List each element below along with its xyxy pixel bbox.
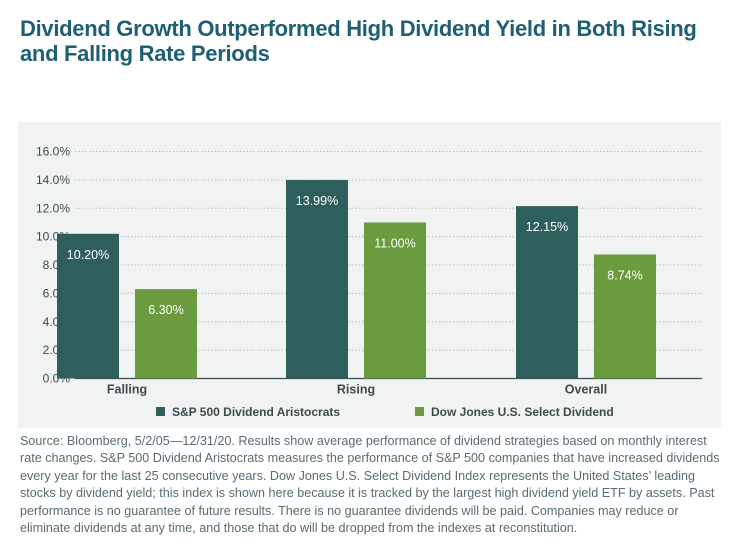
data-label: 8.74% [607,269,642,283]
legend-label: S&P 500 Dividend Aristocrats [172,405,340,419]
y-tick-label: 12.0% [36,201,70,215]
legend-swatch [156,407,165,416]
chart-title: Dividend Growth Outperformed High Divide… [20,16,697,66]
y-tick-label: 16.0% [36,145,70,159]
chart-panel: 0.0% 2.0% 4.0% 6.0% 8.0% 10.0% 12.0% 14.0% 16.0%… [18,122,721,428]
x-category-label: Overall [565,383,607,397]
legend-swatch [415,407,424,416]
x-category-label: Rising [337,383,375,397]
bar-chart: 0.0%2.0%4.0%6.0%8.0%10.0%12.0%14.0%16.0%… [36,145,702,419]
legend-label: Dow Jones U.S. Select Dividend [431,405,614,419]
x-category-label: Falling [107,383,147,397]
bar-dow-jones-select-dividend [364,222,426,379]
bar-sp500-dividend-aristocrats [516,206,578,379]
bar-sp500-dividend-aristocrats [57,233,119,379]
data-label: 10.20% [67,248,109,262]
bar-dow-jones-select-dividend [594,254,656,379]
data-label: 13.99% [296,194,338,208]
source-note: Source: Bloomberg, 5/2/05—12/31/20. Resu… [20,434,720,536]
bar-sp500-dividend-aristocrats [286,180,348,379]
bar-dow-jones-select-dividend [135,289,197,379]
data-label: 11.00% [374,236,415,250]
data-label: 6.30% [148,303,183,317]
data-label: 12.15% [526,220,568,234]
y-tick-label: 14.0% [36,173,70,187]
